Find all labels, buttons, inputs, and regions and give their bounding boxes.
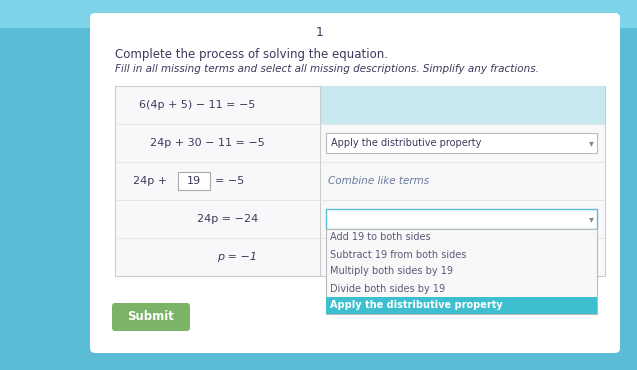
Text: Combine like terms: Combine like terms — [328, 176, 429, 186]
Text: Add 19 to both sides: Add 19 to both sides — [330, 232, 431, 242]
Text: 6(4p + 5) − 11 = −5: 6(4p + 5) − 11 = −5 — [140, 100, 255, 110]
Text: 24p +: 24p + — [133, 176, 167, 186]
FancyBboxPatch shape — [90, 13, 620, 353]
Bar — [0, 0, 637, 28]
Bar — [326, 297, 597, 314]
Text: Divide both sides by 19: Divide both sides by 19 — [330, 283, 445, 293]
Text: ⮧: ⮧ — [458, 280, 467, 296]
Text: Subtract 19 from both sides: Subtract 19 from both sides — [330, 249, 466, 259]
Bar — [326, 209, 597, 229]
Text: 24p = −24: 24p = −24 — [197, 214, 258, 224]
Text: Fill in all missing terms and select all missing descriptions. Simplify any frac: Fill in all missing terms and select all… — [115, 64, 539, 74]
Bar — [326, 133, 597, 153]
Text: Complete the process of solving the equation.: Complete the process of solving the equa… — [115, 48, 388, 61]
Text: Apply the distributive property: Apply the distributive property — [330, 300, 503, 310]
Text: Submit: Submit — [127, 310, 175, 323]
Text: 19: 19 — [187, 176, 201, 186]
Bar — [320, 86, 605, 124]
Text: Apply the distributive property: Apply the distributive property — [331, 138, 482, 148]
Text: 24p + 30 − 11 = −5: 24p + 30 − 11 = −5 — [150, 138, 265, 148]
Text: 1: 1 — [316, 27, 324, 40]
Text: = −5: = −5 — [215, 176, 244, 186]
Bar — [326, 229, 597, 314]
Text: ▾: ▾ — [589, 214, 594, 224]
Bar — [178, 172, 210, 190]
Text: ▾: ▾ — [589, 138, 594, 148]
FancyBboxPatch shape — [112, 303, 190, 331]
Text: p = −1: p = −1 — [217, 252, 257, 262]
Bar — [115, 86, 605, 276]
Text: Multiply both sides by 19: Multiply both sides by 19 — [330, 266, 453, 276]
